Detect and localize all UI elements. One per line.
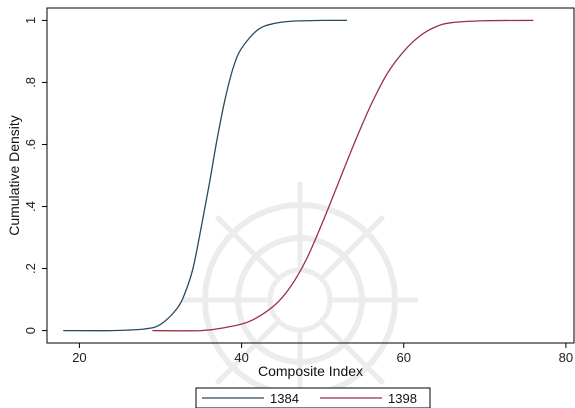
legend-label-1398: 1398 <box>388 391 417 406</box>
plot-frame <box>46 7 575 344</box>
x-axis-title: Composite Index <box>258 363 363 379</box>
y-tick-label: .4 <box>23 201 38 212</box>
x-tick-label: 60 <box>397 350 411 365</box>
y-tick-label: .8 <box>23 77 38 88</box>
legend-box <box>195 387 431 408</box>
y-tick-label: .6 <box>23 139 38 150</box>
y-axis-title: Cumulative Density <box>6 115 22 236</box>
y-tick-label: .2 <box>23 263 38 274</box>
y-tick-label: 1 <box>23 17 38 24</box>
y-tick-label: 0 <box>23 327 38 334</box>
legend: 1384 1398 <box>195 387 431 408</box>
x-tick-label: 80 <box>559 350 573 365</box>
x-tick-label: 40 <box>234 350 248 365</box>
axes: 0 .2 .4 .6 .8 1 20 40 60 80 Composite Index Cumulat… <box>6 7 575 379</box>
legend-label-1384: 1384 <box>270 391 299 406</box>
x-tick-label: 20 <box>72 350 86 365</box>
series-line-1384 <box>63 19 347 332</box>
series-line-1398 <box>152 19 534 332</box>
series-layer <box>63 19 534 332</box>
